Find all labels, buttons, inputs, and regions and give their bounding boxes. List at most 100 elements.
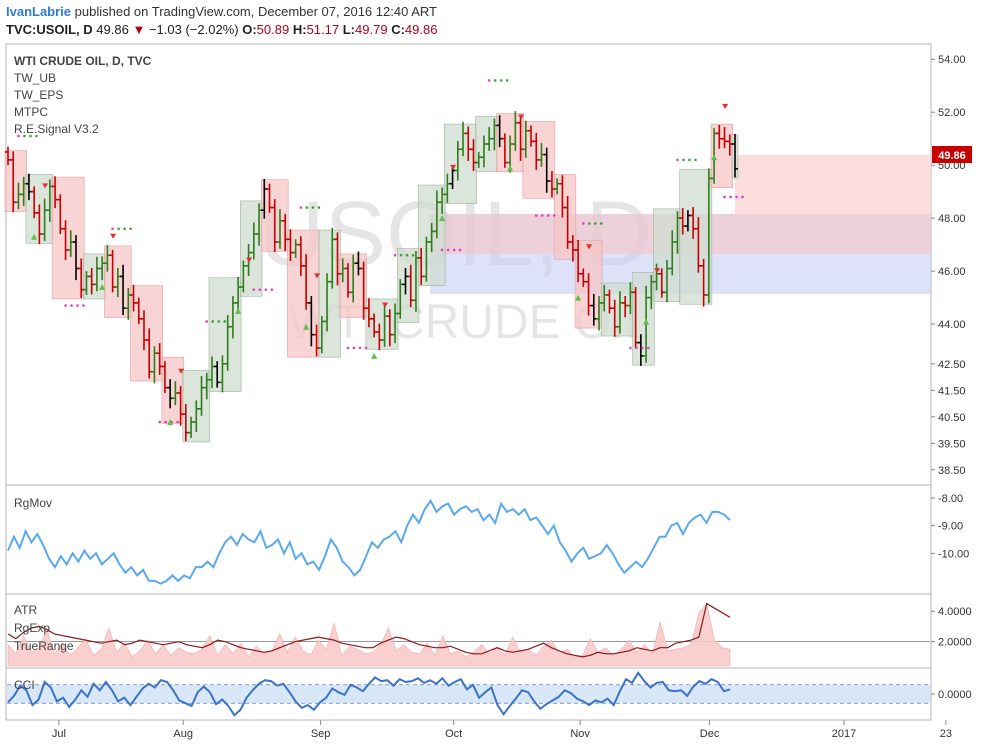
signal-dot	[694, 158, 697, 162]
indicator-tw-eps[interactable]: TW_EPS	[14, 88, 63, 102]
time-axis[interactable]: Jul Aug Sep Oct Nov Dec 2017 23	[52, 720, 952, 740]
signal-dot	[493, 79, 497, 82]
sell-triangle	[518, 114, 525, 120]
price-tick-label: 46.00	[938, 266, 966, 278]
signal-dot	[35, 134, 38, 138]
sell-triangle	[314, 273, 321, 279]
author-link[interactable]: IvanLabrie	[6, 4, 72, 19]
close-value: 49.86	[404, 22, 438, 37]
rgexp-label[interactable]: RgExp	[14, 621, 50, 635]
buy-triangle	[235, 307, 242, 314]
cci-series-line	[7, 671, 731, 717]
indicator-mtpc[interactable]: MTPC	[14, 105, 48, 119]
signal-dot	[82, 304, 85, 307]
signal-box	[679, 168, 713, 305]
signal-dot	[735, 195, 738, 199]
signal-dot	[299, 206, 303, 209]
sell-triangle	[178, 368, 185, 374]
signal-dot	[594, 222, 597, 225]
signal-dot	[600, 222, 603, 225]
signal-dot	[499, 79, 503, 82]
buy-triangle	[439, 215, 446, 222]
open-label: O:	[242, 22, 257, 37]
signal-box	[51, 176, 85, 300]
buy-triangle	[371, 352, 378, 359]
signal-dot	[635, 346, 638, 350]
cci-band	[7, 684, 930, 704]
sell-triangle	[654, 268, 661, 274]
rgmov-label[interactable]: RgMov	[14, 496, 52, 510]
rgmov-pane-frame	[5, 484, 932, 595]
price-axis[interactable]: 54.00 52.00 50.00 48.00 46.00 44.00 42.50 41.50…	[931, 54, 966, 477]
time-tick-label: Sep	[311, 728, 331, 740]
atr-label[interactable]: ATR	[14, 603, 37, 617]
price-tag-label: 49.86	[938, 150, 966, 162]
signal-box	[208, 277, 242, 392]
time-tick-label: Nov	[570, 728, 590, 740]
signal-dot	[17, 134, 20, 138]
signal-dot	[534, 214, 538, 217]
signal-dot	[258, 288, 262, 291]
main-pane-title: WTI CRUDE OIL, D, TVC	[14, 54, 152, 68]
signal-dot	[129, 227, 132, 231]
cci-label[interactable]: CCI	[14, 678, 35, 692]
signal-dot	[552, 214, 556, 217]
time-tick-label: 23	[940, 728, 952, 740]
sell-triangle	[42, 183, 49, 189]
signal-dot	[29, 134, 32, 138]
time-tick-label: Dec	[700, 728, 720, 740]
signal-dot	[647, 346, 650, 350]
signal-dot	[176, 420, 179, 424]
ohlc-line: TVC:USOIL, D 49.86 ▼ −1.03 (−2.02%) O:50…	[6, 22, 437, 37]
signal-dot	[264, 288, 268, 291]
signal-dot	[588, 222, 591, 225]
signal-dot	[440, 248, 444, 252]
signal-dot	[723, 195, 726, 199]
high-value: 51.17	[306, 22, 340, 37]
signal-box	[365, 298, 399, 350]
price-tick-label: 54.00	[938, 54, 966, 66]
signal-dot	[205, 320, 209, 323]
signal-dot	[211, 320, 215, 323]
signal-dot	[688, 158, 691, 162]
signal-dot	[358, 346, 362, 350]
price-tick-label: 41.50	[938, 385, 966, 397]
signal-dot	[117, 227, 120, 231]
low-value: 49.79	[355, 22, 388, 37]
signal-dot	[76, 304, 79, 307]
signal-dot	[23, 134, 26, 138]
ohlc-bars	[5, 111, 738, 442]
signal-box	[444, 123, 477, 204]
sell-triangle	[110, 233, 117, 239]
price-tick-label: 39.50	[938, 438, 966, 450]
buy-triangle	[575, 294, 582, 301]
signal-dot	[405, 253, 409, 257]
indicator-re-signal[interactable]: R.E.Signal V3.2	[14, 122, 99, 136]
signal-dot	[682, 158, 685, 162]
resistance-zone-red	[735, 155, 931, 215]
signal-dot	[458, 248, 462, 252]
signal-dot	[305, 206, 309, 209]
signal-markers	[17, 79, 744, 426]
signal-dot	[741, 195, 744, 199]
buy-triangle	[167, 419, 174, 426]
buy-triangle	[31, 233, 38, 240]
signal-dot	[629, 346, 632, 350]
signal-dot	[111, 227, 114, 231]
atr-tick-label: 4.0000	[938, 606, 972, 618]
signal-dot	[158, 420, 161, 424]
down-arrow-icon: ▼	[132, 22, 146, 37]
signal-box	[553, 174, 577, 260]
price-change: −1.03 (−2.02%)	[148, 22, 239, 37]
signal-dot	[346, 346, 350, 350]
signal-boxes	[4, 113, 739, 443]
sell-triangle	[450, 164, 457, 170]
signal-dot	[446, 248, 450, 252]
signal-dot	[223, 320, 227, 323]
rgmov-series-line	[7, 498, 731, 585]
time-tick-label: Jul	[52, 728, 66, 740]
buy-triangle	[99, 284, 106, 291]
indicator-tw-ub[interactable]: TW_UB	[14, 71, 56, 85]
truerange-label[interactable]: TrueRange	[14, 639, 74, 653]
